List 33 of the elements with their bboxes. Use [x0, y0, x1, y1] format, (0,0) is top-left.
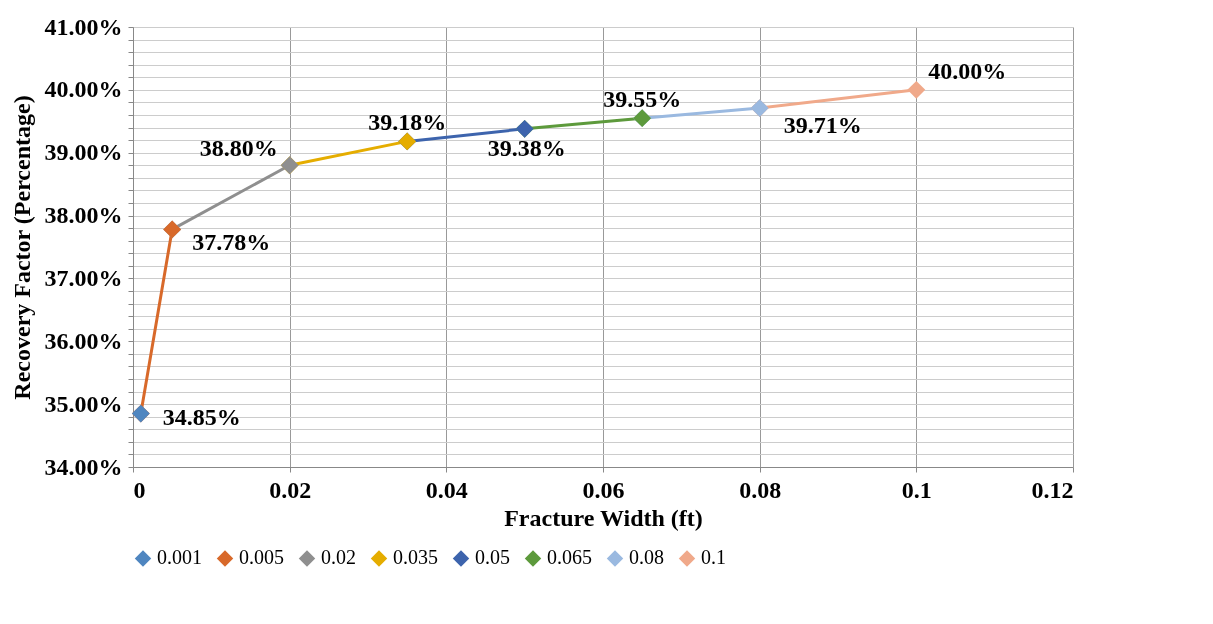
data-label: 34.85% — [162, 403, 241, 430]
legend-label: 0.065 — [547, 546, 592, 569]
y-tick-label: 39.00% — [44, 139, 123, 166]
data-label: 37.78% — [192, 229, 271, 256]
y-tick-label: 34.00% — [44, 453, 123, 480]
y-tick-label: 38.00% — [44, 202, 123, 229]
y-tick-label: 40.00% — [44, 76, 123, 103]
data-label: 38.80% — [199, 135, 278, 162]
data-label: 39.38% — [487, 134, 566, 161]
x-tick-label: 0.1 — [901, 476, 932, 503]
y-axis-title: Recovery Factor (Percentage) — [8, 95, 35, 400]
legend-label: 0.02 — [321, 546, 356, 569]
y-tick-label: 35.00% — [44, 390, 123, 417]
x-tick-label: 0.08 — [739, 476, 782, 503]
data-label: 39.18% — [368, 109, 447, 136]
data-label: 39.55% — [603, 86, 682, 113]
y-tick-label: 36.00% — [44, 327, 123, 354]
legend-label: 0.001 — [157, 546, 202, 569]
legend-label: 0.005 — [239, 546, 284, 569]
x-tick-label: 0.06 — [582, 476, 625, 503]
legend-label: 0.035 — [393, 546, 438, 569]
legend-label: 0.1 — [701, 546, 726, 569]
x-tick-label: 0.12 — [1031, 476, 1074, 503]
x-tick-label: 0.02 — [269, 476, 312, 503]
x-tick-label: 0.04 — [425, 476, 468, 503]
legend-label: 0.08 — [629, 546, 664, 569]
x-tick-label: 0 — [133, 476, 146, 503]
legend-label: 0.05 — [475, 546, 510, 569]
y-tick-label: 41.00% — [44, 13, 123, 40]
y-tick-label: 37.00% — [44, 264, 123, 291]
data-label: 40.00% — [928, 57, 1007, 84]
x-axis-title: Fracture Width (ft) — [504, 504, 703, 531]
data-label: 39.71% — [783, 112, 862, 139]
